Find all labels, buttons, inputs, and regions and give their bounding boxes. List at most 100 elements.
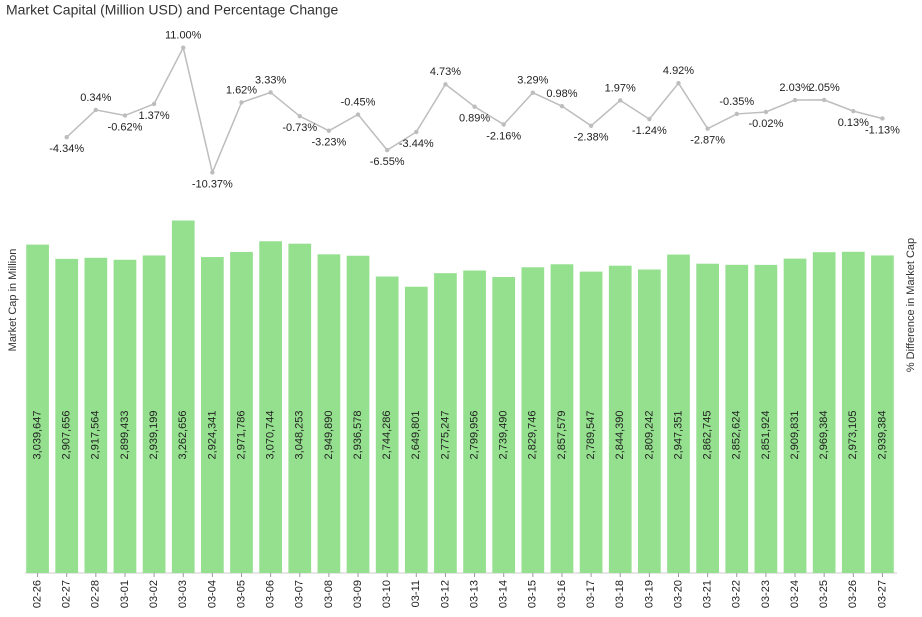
bar-value-label: 2,947,351 bbox=[672, 411, 684, 460]
line-point bbox=[763, 109, 769, 115]
line-value-label: -0.73% bbox=[282, 122, 317, 134]
bar bbox=[55, 258, 79, 573]
bar-value-label: 2,744,286 bbox=[381, 411, 393, 460]
line-value-label: 3.29% bbox=[517, 75, 548, 87]
line-value-label: 2.05% bbox=[809, 82, 840, 94]
bar-value-label: 2,857,579 bbox=[556, 411, 568, 460]
bar-value-label: 3,070,744 bbox=[265, 411, 277, 460]
bar bbox=[404, 286, 428, 573]
bar-value-label: 2,917,564 bbox=[90, 411, 102, 460]
line-value-label: -2.16% bbox=[486, 130, 521, 142]
bar-value-label: 2,799,956 bbox=[468, 411, 480, 460]
line-point bbox=[647, 116, 652, 122]
line-point bbox=[501, 122, 506, 127]
x-tick-label: 03-11 bbox=[410, 580, 422, 607]
line-point bbox=[734, 111, 739, 117]
x-tick-label: 03-06 bbox=[265, 580, 277, 608]
bar bbox=[783, 258, 807, 573]
bar-value-label: 3,262,656 bbox=[177, 411, 189, 460]
bar-value-label: 2,852,624 bbox=[731, 411, 743, 460]
x-tick-label: 03-14 bbox=[498, 580, 510, 608]
x-tick-label: 03-12 bbox=[439, 580, 451, 608]
bar-value-label: 2,739,490 bbox=[498, 411, 510, 460]
bar bbox=[113, 259, 137, 573]
bar bbox=[754, 264, 778, 573]
bar-value-label: 2,809,242 bbox=[643, 411, 655, 460]
line-point bbox=[239, 100, 244, 105]
line-value-label: -2.38% bbox=[574, 132, 609, 144]
line-point bbox=[472, 104, 477, 109]
x-tick-label: 03-15 bbox=[527, 580, 539, 608]
x-tick-label: 03-19 bbox=[643, 580, 655, 608]
line-point bbox=[210, 170, 215, 175]
x-tick-label: 03-07 bbox=[294, 580, 306, 608]
line-point bbox=[355, 112, 361, 117]
bar bbox=[201, 257, 224, 573]
line-value-label: -6.55% bbox=[370, 156, 405, 168]
line-point bbox=[821, 97, 827, 103]
line-point bbox=[443, 82, 448, 87]
bar bbox=[84, 257, 108, 573]
line-value-label: 0.34% bbox=[80, 92, 111, 104]
bar bbox=[812, 252, 836, 574]
x-tick-label: 03-21 bbox=[702, 580, 714, 608]
bar-value-label: 2,909,831 bbox=[789, 411, 801, 460]
line bbox=[66, 45, 883, 175]
line-point bbox=[588, 123, 594, 128]
x-tick-label: 03-05 bbox=[235, 580, 247, 608]
line-point bbox=[268, 90, 273, 95]
bar-value-label: 2,899,433 bbox=[119, 411, 131, 460]
bar bbox=[317, 254, 341, 573]
x-tick-label: 03-01 bbox=[119, 580, 131, 608]
x-tick-label: 02-28 bbox=[90, 580, 102, 608]
line-point bbox=[297, 113, 302, 119]
line-point bbox=[151, 101, 157, 107]
line-value-label: -0.62% bbox=[108, 121, 143, 133]
x-tick-label: 03-22 bbox=[731, 580, 743, 608]
bar bbox=[696, 263, 719, 573]
line-point bbox=[64, 135, 69, 140]
x-tick-label: 02-26 bbox=[31, 580, 43, 608]
line-value-label: 1.37% bbox=[138, 110, 169, 122]
bar bbox=[142, 255, 166, 574]
line-value-label: 11.00% bbox=[165, 30, 202, 42]
bar-value-label: 3,039,647 bbox=[31, 411, 43, 460]
line-value-label: -0.35% bbox=[719, 96, 754, 108]
line-value-label: -0.02% bbox=[748, 118, 783, 130]
line-point bbox=[326, 128, 332, 133]
bar-value-label: 2,939,199 bbox=[148, 411, 160, 460]
line-point bbox=[851, 108, 856, 114]
line-point bbox=[122, 113, 128, 118]
x-tick-label: 03-27 bbox=[876, 580, 888, 608]
bar bbox=[434, 273, 457, 573]
bar-value-label: 2,971,786 bbox=[235, 411, 247, 460]
x-tick-label: 03-03 bbox=[177, 580, 189, 608]
bar-value-label: 2,936,578 bbox=[352, 411, 364, 460]
x-tick-label: 03-02 bbox=[148, 580, 160, 608]
x-tick-label: 02-27 bbox=[61, 580, 73, 608]
line-value-label: 1.62% bbox=[226, 84, 257, 96]
bar bbox=[667, 254, 690, 574]
line-value-label: 4.73% bbox=[430, 66, 461, 78]
x-tick-label: 03-20 bbox=[672, 580, 684, 608]
x-tick-label: 03-24 bbox=[789, 580, 801, 608]
line-value-label: 3.33% bbox=[255, 74, 286, 86]
bar-value-label: 2,789,547 bbox=[585, 411, 597, 460]
line-point bbox=[676, 80, 681, 86]
x-tick-label: 03-13 bbox=[468, 580, 480, 608]
line-value-label: -3.23% bbox=[311, 137, 346, 149]
bar bbox=[638, 269, 661, 573]
line-value-label: -0.45% bbox=[341, 96, 376, 108]
line-point bbox=[414, 129, 419, 135]
bar bbox=[375, 276, 399, 573]
bar bbox=[230, 251, 253, 573]
line-value-label: -1.13% bbox=[865, 124, 900, 136]
x-tick-label: 03-23 bbox=[760, 580, 772, 608]
line-point bbox=[618, 98, 623, 103]
line-point bbox=[384, 147, 390, 153]
line-value-label: 0.89% bbox=[459, 113, 490, 125]
x-tick-label: 03-10 bbox=[381, 580, 393, 608]
line-value-label: -10.37% bbox=[192, 178, 233, 190]
bar bbox=[463, 270, 486, 573]
